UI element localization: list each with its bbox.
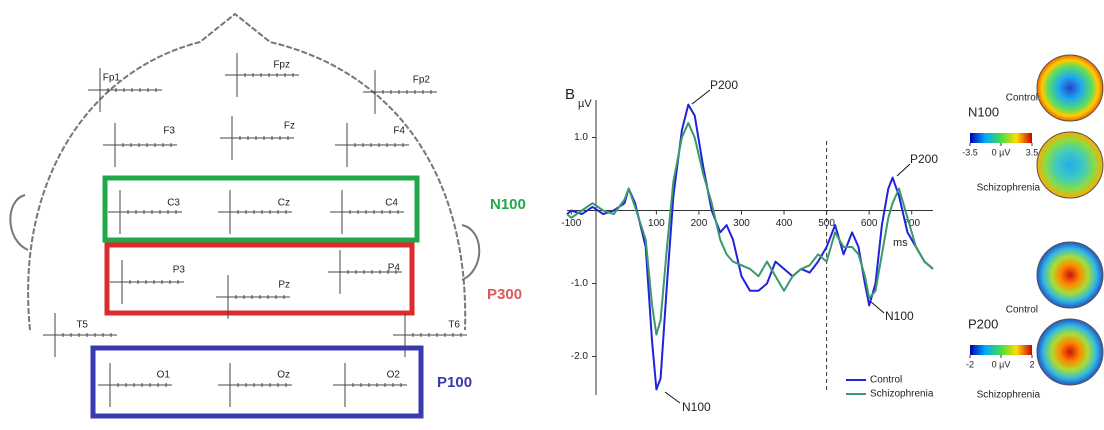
electrode-label: Fpz [273, 60, 290, 71]
series-line [566, 121, 934, 336]
left-ear [9, 194, 29, 251]
annotation: P200 [910, 152, 938, 166]
arrow [869, 300, 885, 314]
x-axis-label: ms [893, 237, 908, 249]
electrode-label: Fp1 [103, 73, 121, 84]
component-label: N100 [968, 104, 999, 119]
head-outline [27, 12, 467, 331]
region-box [102, 175, 420, 243]
topomap [1036, 54, 1104, 122]
colorbar [970, 345, 1032, 355]
arrow [691, 89, 711, 105]
region-label: P100 [437, 374, 472, 391]
y-tick-label: 1.0 [574, 132, 588, 143]
region-label: P300 [487, 286, 522, 303]
legend-label: Control [870, 375, 902, 386]
electrode-label: Fp2 [413, 75, 431, 86]
y-axis-label: µV [578, 98, 592, 110]
electrode-label: C4 [385, 198, 398, 209]
topomap [1036, 318, 1104, 386]
condition-label: Schizophrenia [977, 390, 1041, 401]
region-label: N100 [490, 196, 526, 213]
electrode-label: F3 [163, 126, 175, 137]
condition-label: Control [1006, 305, 1038, 316]
erp-chart: B µV ms P200 P200 N100 N100 -100 100 200 30… [561, 78, 938, 414]
x-tick-label: -100 [561, 218, 581, 229]
colorbar [970, 133, 1032, 143]
annotation: P200 [710, 78, 738, 92]
topomap [1036, 131, 1104, 199]
region-box [90, 345, 424, 419]
right-ear [461, 224, 481, 281]
electrode-label: P3 [173, 265, 186, 276]
topomaps: Control Schizophrenia Control Schizophre… [962, 54, 1104, 401]
colorbar-tick-label: -2 [966, 359, 974, 369]
x-tick-label: 500 [818, 218, 835, 229]
topomap [1036, 241, 1104, 309]
arrow [896, 163, 911, 177]
annotation: N100 [682, 400, 711, 414]
series-line [566, 103, 934, 391]
condition-label: Schizophrenia [977, 183, 1041, 194]
x-tick-label: 400 [776, 218, 793, 229]
x-tick-label: 100 [648, 218, 665, 229]
electrode-label: O2 [387, 370, 401, 381]
electrode-label: Oz [277, 370, 290, 381]
colorbar-tick-label: 0 µV [992, 359, 1011, 369]
electrode-label: T5 [76, 320, 88, 331]
arrow [664, 391, 681, 404]
x-tick-label: 200 [691, 218, 708, 229]
component-label: P200 [968, 316, 998, 331]
x-tick-label: 300 [733, 218, 750, 229]
y-tick-label: -1.0 [571, 278, 589, 289]
electrode-label: O1 [157, 370, 171, 381]
electrode-label: Fz [284, 121, 295, 132]
electrode-label: F4 [393, 126, 405, 137]
legend-label: Schizophrenia [870, 389, 934, 400]
annotation: N100 [885, 309, 914, 323]
x-tick-label: 700 [903, 218, 920, 229]
electrode-label: Cz [278, 198, 290, 209]
y-tick-label: -2.0 [571, 351, 589, 362]
condition-label: Control [1006, 93, 1038, 104]
colorbar-tick-label: 3.5 [1026, 147, 1039, 157]
panel-label: B [565, 86, 575, 103]
colorbar-tick-label: 0 µV [992, 147, 1011, 157]
electrode-label: T6 [448, 320, 460, 331]
colorbar-tick-label: 2 [1029, 359, 1034, 369]
region-box [104, 242, 415, 316]
electrode-label: Pz [278, 280, 290, 291]
electrode-label: P4 [388, 263, 401, 274]
electrode-label: C3 [167, 198, 180, 209]
colorbar-tick-label: -3.5 [962, 147, 978, 157]
x-tick-label: 600 [861, 218, 878, 229]
head-diagram: N100 P300 P100 Fp1 Fpz Fp2 F3 Fz F4 C3 Cz C4 P3 Pz… [9, 12, 526, 419]
